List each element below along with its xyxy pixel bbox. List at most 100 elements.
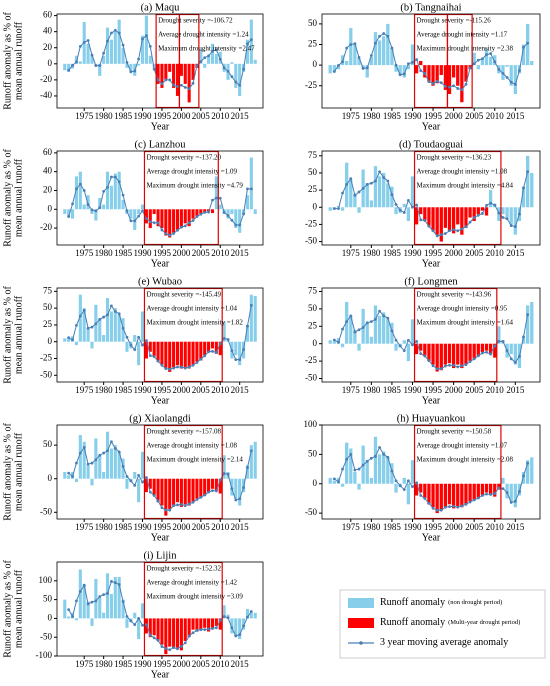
bar	[226, 209, 230, 219]
bar	[373, 166, 378, 208]
bar	[513, 65, 517, 94]
moving-average-point	[71, 64, 74, 67]
x-tick-label: 2000	[172, 522, 191, 532]
bar	[382, 36, 386, 66]
moving-average-point	[472, 357, 476, 361]
bar	[253, 209, 257, 214]
bar	[74, 618, 78, 621]
x-tick-label: 1975	[342, 248, 361, 258]
moving-average-point	[390, 329, 394, 333]
moving-average-point	[98, 64, 102, 68]
x-tick-label: 1995	[153, 522, 172, 532]
moving-average-point	[382, 452, 386, 456]
bar	[78, 171, 82, 210]
moving-average-point	[505, 349, 509, 353]
bar	[125, 478, 129, 489]
bar	[464, 207, 468, 228]
x-tick-label: 1985	[383, 111, 402, 121]
moving-average-point	[402, 349, 406, 353]
bar	[74, 176, 78, 210]
moving-average-point	[125, 209, 129, 213]
bar	[460, 207, 464, 235]
moving-average-point	[98, 595, 102, 598]
bar	[234, 618, 238, 636]
moving-average-point	[230, 626, 234, 630]
bar	[78, 569, 82, 619]
bar	[183, 341, 187, 368]
bar	[164, 618, 168, 655]
moving-average-point	[67, 215, 71, 218]
moving-average-point	[406, 199, 410, 202]
bar	[148, 341, 152, 352]
moving-average-point	[439, 81, 443, 85]
moving-average-point	[191, 81, 195, 85]
bar	[82, 308, 86, 342]
moving-average-point	[222, 472, 226, 475]
moving-average-point	[195, 498, 199, 501]
bar	[125, 63, 129, 68]
bar	[148, 478, 152, 489]
bar	[526, 460, 530, 484]
moving-average-point	[411, 205, 414, 209]
moving-average-point	[423, 497, 427, 500]
legend-label: Runoff anomaly (non drought period)	[380, 597, 502, 608]
bar	[447, 483, 452, 505]
annotation: Maximum drought intensity =2.47	[158, 45, 255, 53]
bar	[468, 483, 472, 502]
y-tick-label: 20	[43, 185, 53, 195]
x-tick-label: 2010	[486, 248, 505, 258]
legend-label: 3 year moving average anomaly	[380, 637, 508, 648]
x-tick-label: 2000	[445, 111, 464, 121]
bar	[365, 460, 369, 484]
moving-average-point	[106, 591, 109, 595]
moving-average-point	[419, 218, 423, 222]
moving-average-point	[90, 461, 94, 465]
bar	[456, 343, 460, 365]
moving-average-point	[513, 499, 517, 503]
bar	[105, 573, 110, 619]
y-tick-label: 0	[313, 478, 318, 488]
moving-average-point	[493, 60, 497, 64]
bar	[90, 209, 94, 214]
moving-average-point	[456, 505, 460, 509]
moving-average-point	[141, 623, 144, 627]
moving-average-point	[349, 452, 353, 456]
bar	[447, 343, 452, 364]
moving-average-point	[86, 39, 90, 42]
bar	[70, 209, 75, 219]
bar	[102, 612, 106, 619]
moving-average-point	[505, 76, 509, 79]
bar	[451, 343, 456, 369]
moving-average-point	[497, 68, 501, 71]
y-tick-label: 50	[308, 167, 318, 177]
moving-average-point	[78, 182, 82, 186]
bar	[390, 48, 394, 66]
moving-average-point	[460, 364, 464, 368]
panel-title: (h) Huayuankou	[397, 413, 466, 424]
moving-average-point	[435, 234, 439, 238]
bar	[357, 207, 361, 213]
moving-average-point	[187, 634, 191, 638]
bar	[332, 480, 336, 484]
moving-average-point	[164, 367, 168, 370]
bar	[456, 65, 460, 86]
moving-average-point	[341, 191, 344, 195]
moving-average-point	[365, 321, 369, 325]
x-tick-label: 2000	[445, 522, 464, 532]
y-tick-label: 0	[48, 336, 53, 346]
bar	[203, 209, 207, 213]
x-tick-label: 1985	[114, 248, 133, 258]
moving-average-point	[211, 349, 214, 353]
moving-average-point	[435, 367, 439, 371]
moving-average-point	[203, 628, 207, 632]
moving-average-point	[522, 45, 525, 49]
moving-average-point	[332, 338, 336, 342]
moving-average-point	[179, 503, 183, 506]
moving-average-point	[476, 354, 480, 358]
bar	[191, 209, 195, 219]
bar	[460, 483, 464, 508]
bar	[113, 173, 117, 210]
legend-marker	[359, 641, 363, 645]
legend-box	[339, 589, 546, 659]
annotation: Average drought intensity =1.08	[146, 442, 237, 450]
